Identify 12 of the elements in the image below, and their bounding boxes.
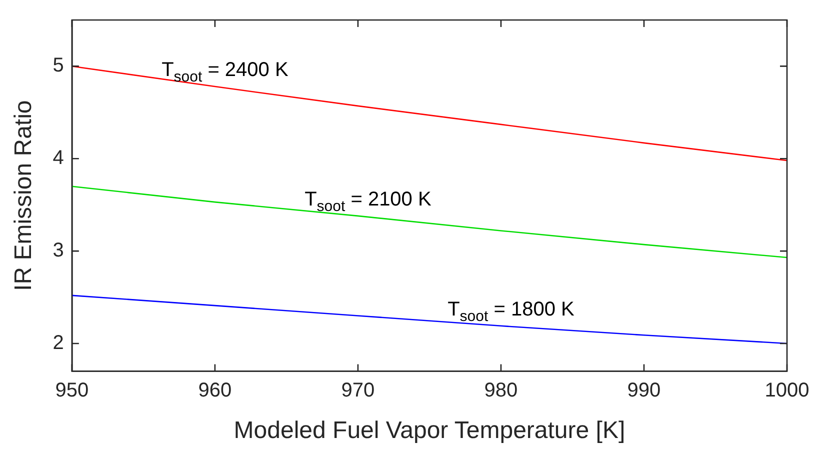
y-tick-label: 3	[52, 240, 64, 262]
y-axis-title: IR Emission Ratio	[10, 100, 38, 291]
x-tick-label: 990	[627, 380, 661, 402]
x-tick-label: 1000	[764, 380, 810, 402]
y-tick-label: 5	[52, 54, 64, 77]
x-tick-label: 950	[55, 380, 89, 402]
y-tick-label: 4	[52, 147, 64, 170]
x-axis-title: Modeled Fuel Vapor Temperature [K]	[234, 417, 626, 444]
y-tick-label: 2	[52, 332, 64, 354]
x-tick-label: 970	[341, 380, 375, 402]
x-tick-label: 960	[198, 380, 232, 402]
x-tick-label: 980	[484, 380, 518, 402]
